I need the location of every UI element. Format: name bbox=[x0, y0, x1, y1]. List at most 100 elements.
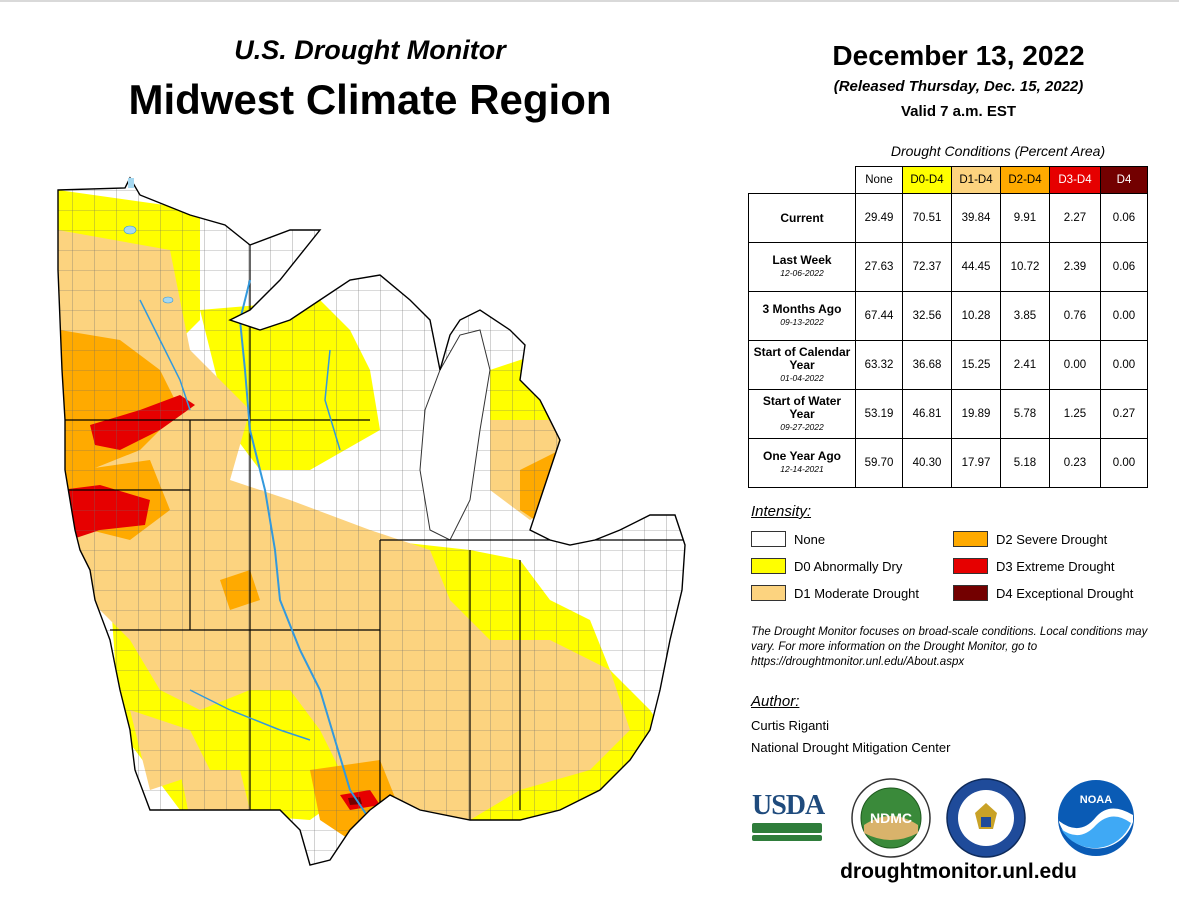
table-cell: 63.32 bbox=[855, 340, 903, 390]
table-cell: 0.00 bbox=[1100, 438, 1148, 488]
col-header: D4 bbox=[1100, 166, 1148, 194]
row-label-text: Current bbox=[780, 210, 824, 225]
usda-logo-bar bbox=[752, 823, 822, 833]
table-row: 3 Months Ago 09-13-2022 67.44 32.56 10.28 3.8… bbox=[748, 291, 1148, 341]
legend-swatch bbox=[953, 558, 988, 574]
table-cell: 2.27 bbox=[1049, 193, 1101, 243]
legend-label: D4 Exceptional Drought bbox=[996, 585, 1134, 601]
legend-item: D4 Exceptional Drought bbox=[953, 585, 1133, 601]
table-cell: 2.39 bbox=[1049, 242, 1101, 292]
legend-label: D2 Severe Drought bbox=[996, 531, 1108, 547]
legend-swatch bbox=[953, 531, 988, 547]
row-date: 12-14-2021 bbox=[780, 464, 824, 474]
col-header: D1-D4 bbox=[951, 166, 1001, 194]
legend-item: None bbox=[751, 531, 825, 547]
table-row: Start of Calendar Year 01-04-2022 63.32 36.… bbox=[748, 340, 1148, 390]
legend-swatch bbox=[751, 558, 786, 574]
legend-swatch bbox=[953, 585, 988, 601]
table-row: One Year Ago 12-14-2021 59.70 40.30 17.97 5.1… bbox=[748, 438, 1148, 488]
table-cell: 0.00 bbox=[1049, 340, 1101, 390]
disclaimer-note: The Drought Monitor focuses on broad-sca… bbox=[751, 626, 1148, 668]
row-label-text: Start of Calendar Year bbox=[753, 344, 851, 372]
col-header: D0-D4 bbox=[902, 166, 952, 194]
row-label-text: One Year Ago bbox=[762, 449, 842, 463]
table-header-row: None D0-D4 D1-D4 D2-D4 D3-D4 D4 bbox=[749, 166, 1148, 194]
noaa-logo: NOAA bbox=[1056, 778, 1136, 858]
table-cell: 72.37 bbox=[902, 242, 952, 292]
table-cell: 0.06 bbox=[1100, 193, 1148, 243]
author-org: National Drought Mitigation Center bbox=[751, 740, 951, 755]
row-label: Current bbox=[748, 193, 856, 243]
legend-heading: Intensity: bbox=[751, 503, 812, 520]
table-cell: 0.27 bbox=[1100, 389, 1148, 439]
table-cell: 3.85 bbox=[1000, 291, 1050, 341]
noaa-logo-text: NOAA bbox=[1080, 794, 1112, 806]
table-cell: 29.49 bbox=[855, 193, 903, 243]
top-border bbox=[0, 0, 1179, 2]
col-header: None bbox=[855, 166, 903, 194]
table-cell: 10.72 bbox=[1000, 242, 1050, 292]
usda-logo-bar bbox=[752, 835, 822, 841]
author-name: Curtis Riganti bbox=[751, 718, 830, 733]
row-date: 09-13-2022 bbox=[780, 317, 824, 327]
table-cell: 1.25 bbox=[1049, 389, 1101, 439]
legend-label: D0 Abnormally Dry bbox=[794, 558, 903, 574]
table-cell: 17.97 bbox=[951, 438, 1001, 488]
table-cell: 39.84 bbox=[951, 193, 1001, 243]
website-url[interactable]: droughtmonitor.unl.edu bbox=[840, 860, 1077, 883]
legend-item: D3 Extreme Drought bbox=[953, 558, 1115, 574]
author-heading: Author: bbox=[751, 693, 800, 710]
legend-item: D0 Abnormally Dry bbox=[751, 558, 902, 574]
table-row: Start of Water Year 09-27-2022 53.19 46.81 1… bbox=[748, 389, 1148, 439]
map-title: Midwest Climate Region bbox=[128, 76, 612, 123]
table-row: Current 29.49 70.51 39.84 9.91 2.27 0.06 bbox=[748, 193, 1148, 243]
row-label: Last Week 12-06-2022 bbox=[748, 242, 856, 292]
table-cell: 10.28 bbox=[951, 291, 1001, 341]
row-label: Start of Calendar Year 01-04-2022 bbox=[748, 340, 856, 390]
table-cell: 0.00 bbox=[1100, 291, 1148, 341]
drought-map bbox=[57, 176, 686, 866]
col-header: D2-D4 bbox=[1000, 166, 1050, 194]
table-cell: 5.78 bbox=[1000, 389, 1050, 439]
col-header: D3-D4 bbox=[1049, 166, 1101, 194]
table-cell: 46.81 bbox=[902, 389, 952, 439]
table-cell: 0.76 bbox=[1049, 291, 1101, 341]
map-subtitle: U.S. Drought Monitor bbox=[234, 35, 506, 65]
valid-time: Valid 7 a.m. EST bbox=[900, 103, 1017, 120]
legend-item: D2 Severe Drought bbox=[953, 531, 1107, 547]
legend-label: D1 Moderate Drought bbox=[794, 585, 920, 601]
table-cell: 0.06 bbox=[1100, 242, 1148, 292]
table-cell: 59.70 bbox=[855, 438, 903, 488]
table-cell: 70.51 bbox=[902, 193, 952, 243]
table-cell: 19.89 bbox=[951, 389, 1001, 439]
table-cell: 2.41 bbox=[1000, 340, 1050, 390]
table-cell: 15.25 bbox=[951, 340, 1001, 390]
valid-date: December 13, 2022 bbox=[832, 40, 1085, 71]
commerce-seal-logo bbox=[946, 778, 1026, 858]
row-label-text: Last Week bbox=[772, 253, 832, 267]
row-label-text: Start of Water Year bbox=[762, 393, 842, 421]
table-cell: 5.18 bbox=[1000, 438, 1050, 488]
legend-label: D3 Extreme Drought bbox=[996, 558, 1115, 574]
row-date: 12-06-2022 bbox=[780, 268, 824, 278]
row-date: 01-04-2022 bbox=[780, 372, 824, 383]
ndmc-logo-text: NDMC bbox=[870, 810, 912, 826]
table-cell: 0.23 bbox=[1049, 438, 1101, 488]
row-label-text: 3 Months Ago bbox=[762, 302, 842, 316]
release-date: (Released Thursday, Dec. 15, 2022) bbox=[833, 78, 1084, 95]
table-cell: 0.00 bbox=[1100, 340, 1148, 390]
table-row: Last Week 12-06-2022 27.63 72.37 44.45 10.72 2… bbox=[748, 242, 1148, 292]
table-cell: 27.63 bbox=[855, 242, 903, 292]
table-cell: 44.45 bbox=[951, 242, 1001, 292]
table-corner bbox=[749, 167, 856, 194]
legend-swatch bbox=[751, 585, 786, 601]
table-caption: Drought Conditions (Percent Area) bbox=[890, 143, 1106, 159]
table-cell: 67.44 bbox=[855, 291, 903, 341]
drought-conditions-table: None D0-D4 D1-D4 D2-D4 D3-D4 D4 Current 2… bbox=[748, 166, 1148, 488]
ndmc-logo: NDMC bbox=[851, 778, 931, 858]
table-cell: 40.30 bbox=[902, 438, 952, 488]
table-cell: 32.56 bbox=[902, 291, 952, 341]
legend-label: None bbox=[794, 531, 826, 547]
legend-item: D1 Moderate Drought bbox=[751, 585, 919, 601]
table-cell: 36.68 bbox=[902, 340, 952, 390]
